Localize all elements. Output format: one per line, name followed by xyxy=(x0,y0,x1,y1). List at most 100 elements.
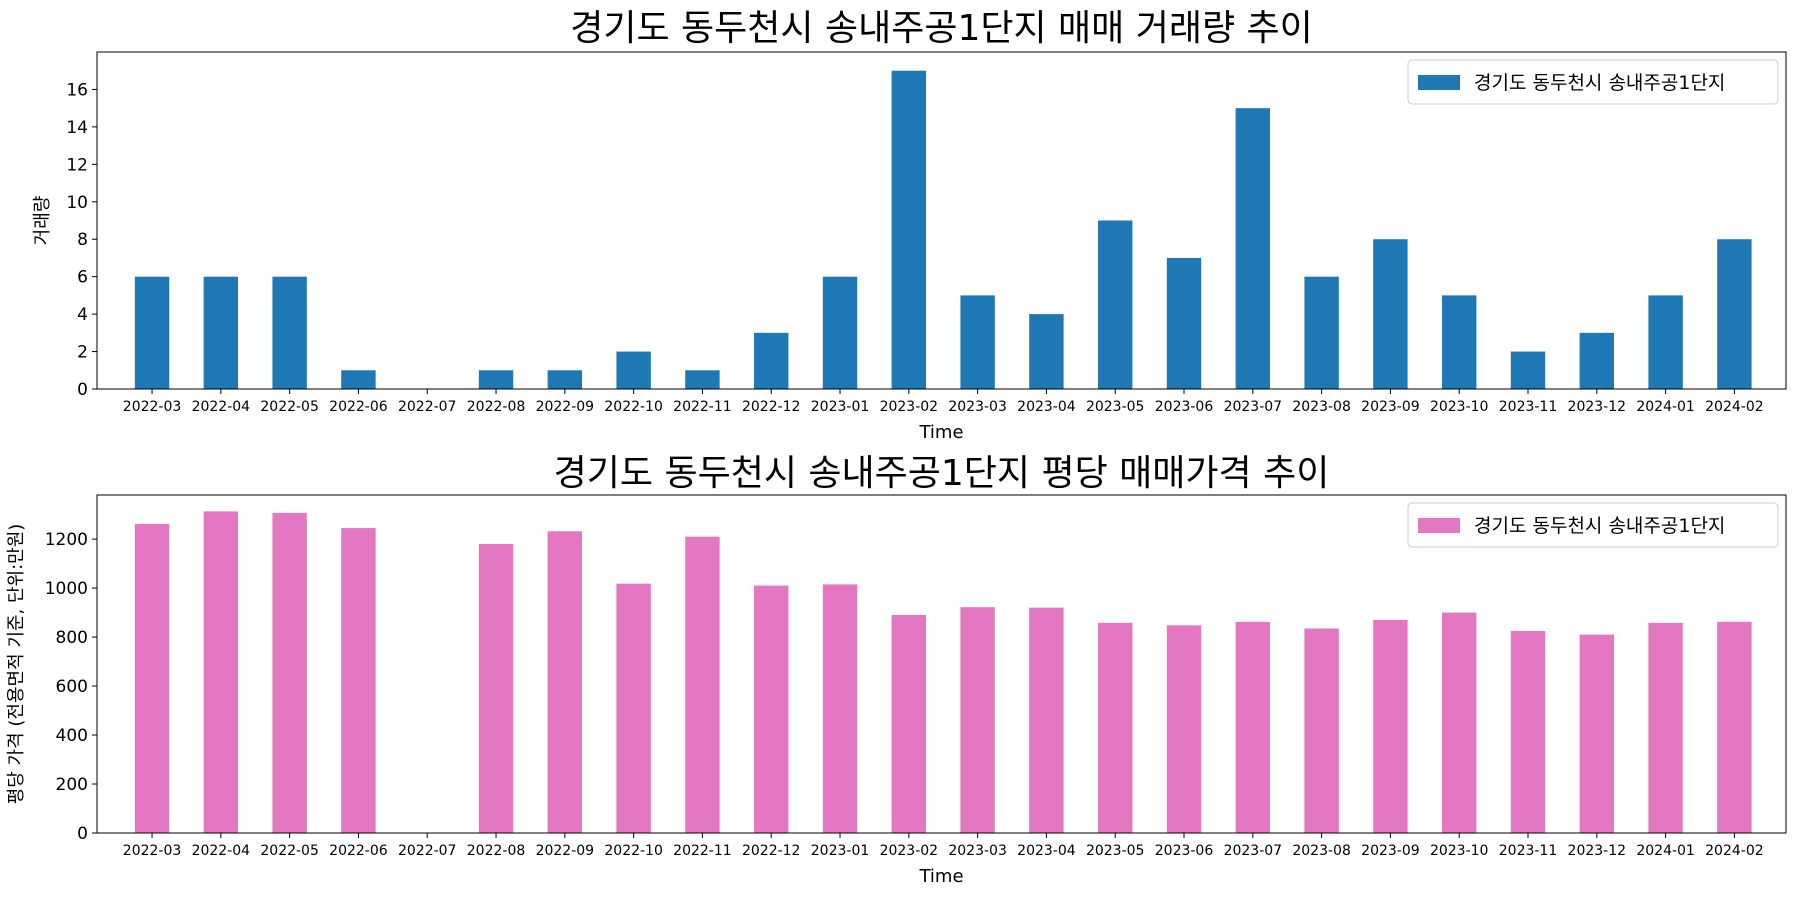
bar-2024-01 xyxy=(1648,295,1683,389)
bar-2022-10 xyxy=(616,351,651,389)
y-tick-label: 200 xyxy=(56,775,88,795)
x-tick-label: 2023-08 xyxy=(1292,399,1351,415)
y-tick-label: 10 xyxy=(66,193,88,213)
x-tick-label: 2023-08 xyxy=(1292,843,1351,859)
x-tick-label: 2024-02 xyxy=(1705,399,1764,415)
x-tick-label: 2023-07 xyxy=(1224,843,1283,859)
bar-2024-02 xyxy=(1717,621,1752,833)
x-tick-label: 2022-09 xyxy=(536,843,595,859)
y-tick-label: 6 xyxy=(77,268,88,288)
x-tick-label: 2022-07 xyxy=(398,399,457,415)
y-tick-label: 2 xyxy=(77,343,88,363)
x-tick-label: 2022-03 xyxy=(123,843,182,859)
bar-2023-09 xyxy=(1373,619,1408,833)
y-tick-label: 0 xyxy=(77,824,88,844)
bar-2022-05 xyxy=(272,512,307,833)
bar-2022-10 xyxy=(616,583,651,833)
x-tick-label: 2023-11 xyxy=(1499,399,1558,415)
x-tick-label: 2023-04 xyxy=(1017,843,1076,859)
bar-2023-02 xyxy=(891,615,927,833)
chart-title: 경기도 동두천시 송내주공1단지 평당 매매가격 추이 xyxy=(554,453,1330,494)
bar-2023-08 xyxy=(1304,276,1339,389)
x-tick-label: 2023-04 xyxy=(1017,399,1076,415)
bar-2022-03 xyxy=(134,276,170,389)
x-tick-label: 2022-09 xyxy=(536,399,595,415)
x-tick-label: 2023-01 xyxy=(811,399,870,415)
bar-2023-02 xyxy=(891,70,927,389)
bar-2022-09 xyxy=(547,531,583,833)
x-tick-label: 2022-03 xyxy=(123,399,182,415)
bar-2023-03 xyxy=(960,295,995,389)
bar-2023-08 xyxy=(1304,628,1339,833)
x-tick-label: 2023-06 xyxy=(1155,843,1214,859)
y-tick-label: 8 xyxy=(77,230,88,250)
x-tick-label: 2023-05 xyxy=(1086,399,1145,415)
x-tick-label: 2023-05 xyxy=(1086,843,1145,859)
x-tick-label: 2022-04 xyxy=(192,399,251,415)
chart-title: 경기도 동두천시 송내주공1단지 매매 거래량 추이 xyxy=(570,8,1313,49)
bar-2023-09 xyxy=(1373,239,1408,389)
x-tick-label: 2023-09 xyxy=(1361,399,1420,415)
x-tick-label: 2023-11 xyxy=(1499,843,1558,859)
x-tick-label: 2022-07 xyxy=(398,843,457,859)
bar-2023-04 xyxy=(1029,314,1064,389)
legend-label: 경기도 동두천시 송내주공1단지 xyxy=(1474,515,1725,537)
legend: 경기도 동두천시 송내주공1단지 xyxy=(1407,502,1779,548)
x-tick-label: 2023-09 xyxy=(1361,843,1420,859)
x-tick-label: 2022-06 xyxy=(329,843,388,859)
bar-2023-12 xyxy=(1579,634,1615,833)
chart-panel-2: 경기도 동두천시 송내주공1단지 평당 매매가격 추이 2022-03 2022-0… xyxy=(6,453,1787,887)
x-tick-label: 2022-08 xyxy=(467,843,526,859)
y-axis-label: 거래량 xyxy=(32,196,53,246)
bar-2024-01 xyxy=(1648,622,1683,833)
y-tick-label: 1200 xyxy=(45,530,88,550)
plot-frame xyxy=(96,494,1787,834)
x-tick-label: 2022-06 xyxy=(329,399,388,415)
x-tick-label: 2023-07 xyxy=(1224,399,1283,415)
bar-2023-05 xyxy=(1098,622,1133,833)
bar-2023-07 xyxy=(1235,108,1271,390)
x-tick-label: 2022-05 xyxy=(260,843,319,859)
bar-2023-11 xyxy=(1510,630,1546,833)
x-tick-label: 2022-11 xyxy=(673,843,732,859)
y-tick-label: 14 xyxy=(66,118,88,138)
x-tick-label: 2024-02 xyxy=(1705,843,1764,859)
x-tick-label: 2023-10 xyxy=(1430,843,1489,859)
bar-2022-09 xyxy=(547,370,583,389)
bar-2023-01 xyxy=(822,584,858,833)
plot-frame xyxy=(96,51,1787,390)
bar-2023-05 xyxy=(1098,220,1133,389)
bar-2022-06 xyxy=(341,370,376,389)
x-tick-label: 2023-03 xyxy=(948,399,1007,415)
y-tick-label: 400 xyxy=(56,726,88,746)
legend-label: 경기도 동두천시 송내주공1단지 xyxy=(1474,72,1725,94)
y-tick-label: 1000 xyxy=(45,579,88,599)
bar-2023-07 xyxy=(1235,621,1271,833)
x-tick-label: 2023-06 xyxy=(1155,399,1214,415)
bar-2022-08 xyxy=(478,370,514,389)
x-tick-label: 2023-02 xyxy=(880,399,939,415)
x-tick-label: 2023-12 xyxy=(1568,399,1627,415)
x-tick-label: 2022-04 xyxy=(192,843,251,859)
y-tick-label: 600 xyxy=(56,677,88,697)
x-tick-label: 2024-01 xyxy=(1636,843,1695,859)
bar-2023-11 xyxy=(1510,351,1546,389)
x-tick-label: 2023-02 xyxy=(880,843,939,859)
bar-2022-12 xyxy=(754,585,789,833)
bar-2023-12 xyxy=(1579,332,1615,389)
legend-swatch xyxy=(1418,75,1460,90)
x-tick-label: 2024-01 xyxy=(1636,399,1695,415)
bar-2022-05 xyxy=(272,276,307,389)
x-tick-label: 2022-10 xyxy=(604,399,663,415)
bar-2023-06 xyxy=(1166,625,1202,833)
x-tick-label: 2022-10 xyxy=(604,843,663,859)
x-axis-label: Time xyxy=(918,866,963,887)
bar-2023-10 xyxy=(1442,295,1477,389)
legend: 경기도 동두천시 송내주공1단지 xyxy=(1407,59,1779,105)
bar-2023-06 xyxy=(1166,257,1202,389)
bar-2022-04 xyxy=(203,511,239,833)
bar-2022-11 xyxy=(685,370,720,389)
x-tick-label: 2022-08 xyxy=(467,399,526,415)
